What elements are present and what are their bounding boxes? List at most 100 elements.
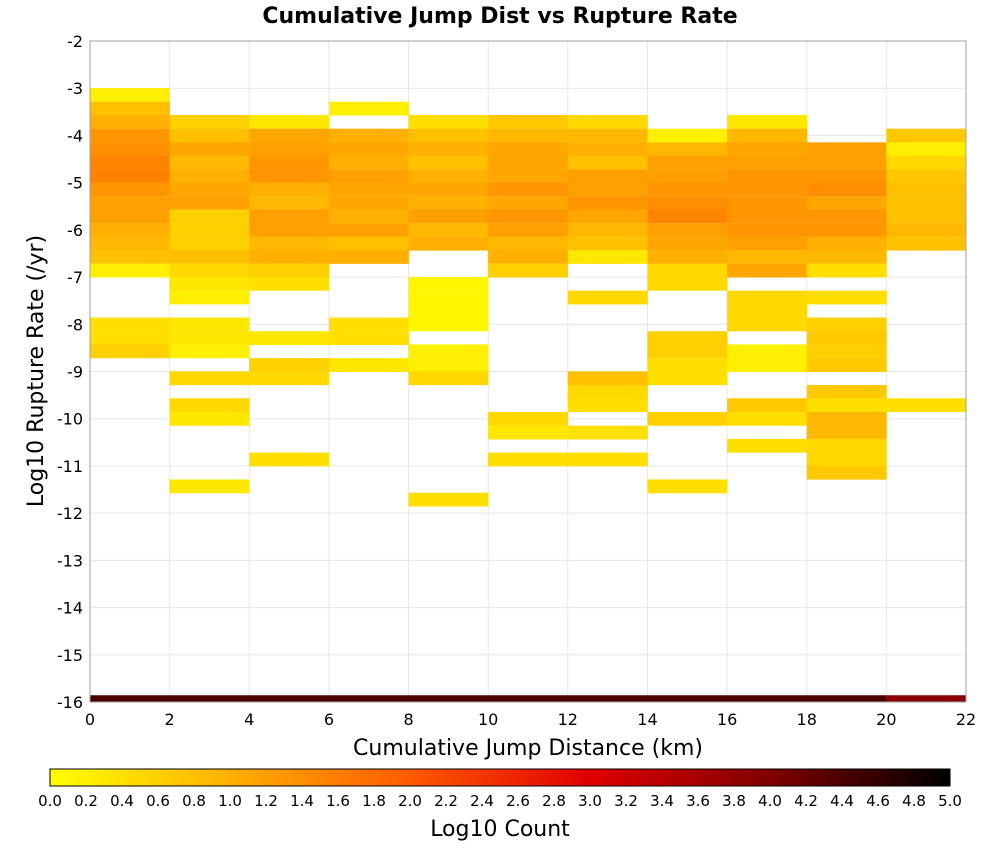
colorbar-tick-label: 3.6 bbox=[686, 792, 710, 810]
heatmap-cell bbox=[647, 479, 728, 494]
heatmap-cell bbox=[169, 331, 250, 346]
colorbar-tick-label: 3.4 bbox=[650, 792, 674, 810]
heatmap-cell bbox=[90, 236, 170, 251]
y-tick-label: -4 bbox=[67, 126, 83, 145]
heatmap-cell bbox=[408, 182, 489, 197]
heatmap-cell bbox=[488, 223, 569, 237]
heatmap-cell bbox=[249, 114, 330, 129]
heatmap-cell bbox=[567, 371, 648, 386]
heatmap-cell bbox=[488, 155, 569, 170]
heatmap-cell bbox=[408, 142, 489, 157]
heatmap-cell bbox=[90, 169, 170, 184]
colorbar-tick-label: 2.4 bbox=[470, 792, 494, 810]
x-tick-label: 16 bbox=[717, 710, 737, 729]
heatmap-cell bbox=[408, 303, 489, 318]
heatmap-cell bbox=[249, 276, 330, 291]
heatmap-cell bbox=[806, 344, 887, 359]
heatmap-cell bbox=[806, 250, 887, 264]
heatmap-cell bbox=[169, 263, 250, 278]
x-tick-label: 0 bbox=[85, 710, 95, 729]
heatmap-cell bbox=[249, 128, 330, 143]
heatmap-cell bbox=[488, 182, 569, 197]
heatmap-cell-bottom-band bbox=[886, 695, 966, 702]
heatmap-cell bbox=[886, 169, 967, 184]
heatmap-cell bbox=[647, 358, 728, 372]
heatmap-cell bbox=[886, 196, 967, 210]
heatmap-cell bbox=[727, 169, 808, 184]
heatmap-cell bbox=[328, 250, 409, 264]
heatmap-cell bbox=[249, 371, 330, 386]
heatmap-cell bbox=[90, 317, 170, 332]
colorbar-tick-label: 2.6 bbox=[506, 792, 530, 810]
heatmap-cell bbox=[806, 209, 887, 224]
heatmap-cell bbox=[647, 236, 728, 251]
heatmap-cell bbox=[727, 142, 808, 157]
heatmap-cell bbox=[169, 169, 250, 184]
heatmap-cell bbox=[488, 411, 569, 426]
heatmap-cell bbox=[488, 142, 569, 157]
heatmap-cell bbox=[249, 223, 330, 237]
heatmap-cell bbox=[567, 250, 648, 264]
heatmap-cell bbox=[90, 331, 170, 346]
heatmap-cell bbox=[806, 223, 887, 237]
heatmap-cell bbox=[567, 236, 648, 251]
y-axis-label: Log10 Rupture Rate (/yr) bbox=[24, 235, 49, 507]
heatmap-cell bbox=[488, 452, 569, 467]
heatmap-cell bbox=[169, 411, 250, 426]
y-tick-label: -11 bbox=[57, 457, 83, 476]
colorbar-tick-label: 4.6 bbox=[866, 792, 890, 810]
heatmap-cell bbox=[328, 128, 409, 143]
heatmap-cell bbox=[408, 196, 489, 210]
heatmap-cell bbox=[408, 209, 489, 224]
heatmap-cell bbox=[169, 371, 250, 386]
heatmap-cell bbox=[727, 223, 808, 237]
heatmap-cell bbox=[328, 317, 409, 332]
heatmap-cell bbox=[727, 196, 808, 210]
heatmap-cell bbox=[806, 331, 887, 346]
heatmap-cell bbox=[249, 331, 330, 346]
heatmap-cell bbox=[169, 479, 250, 494]
heatmap-cell bbox=[249, 452, 330, 467]
x-tick-label: 22 bbox=[956, 710, 976, 729]
heatmap-cell bbox=[249, 209, 330, 224]
y-tick-label: -3 bbox=[67, 79, 83, 98]
x-tick-label: 8 bbox=[403, 710, 413, 729]
heatmap-cell bbox=[806, 169, 887, 184]
heatmap-cell bbox=[408, 169, 489, 184]
x-tick-label: 10 bbox=[478, 710, 498, 729]
heatmap-cell bbox=[727, 263, 808, 278]
heatmap-cell bbox=[567, 209, 648, 224]
heatmap-cell bbox=[727, 209, 808, 224]
heatmap-cell bbox=[806, 142, 887, 157]
heatmap-cell bbox=[806, 385, 887, 399]
heatmap-cell bbox=[90, 128, 170, 143]
heatmap-cell bbox=[806, 425, 887, 440]
heatmap-cell bbox=[727, 398, 808, 413]
colorbar-tick-labels: 0.0 0.2 0.4 0.6 0.8 1.0 1.2 1.4 1.6 1.8 2.0 2.2 2.4 2… bbox=[38, 792, 962, 810]
colorbar-label: Log10 Count bbox=[430, 817, 570, 842]
colorbar-tick-label: 2.8 bbox=[542, 792, 566, 810]
heatmap-cell bbox=[408, 358, 489, 372]
heatmap-cell bbox=[408, 128, 489, 143]
heatmap-cell bbox=[806, 182, 887, 197]
heatmap-cell bbox=[90, 344, 170, 359]
heatmap-cell bbox=[169, 128, 250, 143]
heatmap-cell bbox=[886, 142, 967, 157]
heatmap-cell bbox=[886, 209, 967, 224]
heatmap-cell bbox=[169, 196, 250, 210]
plot-frame bbox=[89, 40, 967, 703]
heatmap-cell bbox=[488, 263, 569, 278]
heatmap-cell bbox=[727, 236, 808, 251]
heatmap-cell bbox=[727, 438, 808, 453]
heatmap-cell bbox=[647, 371, 728, 386]
colorbar-tick-label: 0.4 bbox=[110, 792, 134, 810]
heatmap-cell bbox=[647, 155, 728, 170]
heatmap-cell bbox=[328, 196, 409, 210]
heatmap-cell bbox=[169, 209, 250, 224]
colorbar-tick-label: 1.2 bbox=[254, 792, 278, 810]
heatmap-cell bbox=[727, 290, 808, 305]
heatmap-cell bbox=[727, 303, 808, 318]
heatmap-cell bbox=[886, 223, 967, 237]
heatmap-cell bbox=[90, 182, 170, 197]
